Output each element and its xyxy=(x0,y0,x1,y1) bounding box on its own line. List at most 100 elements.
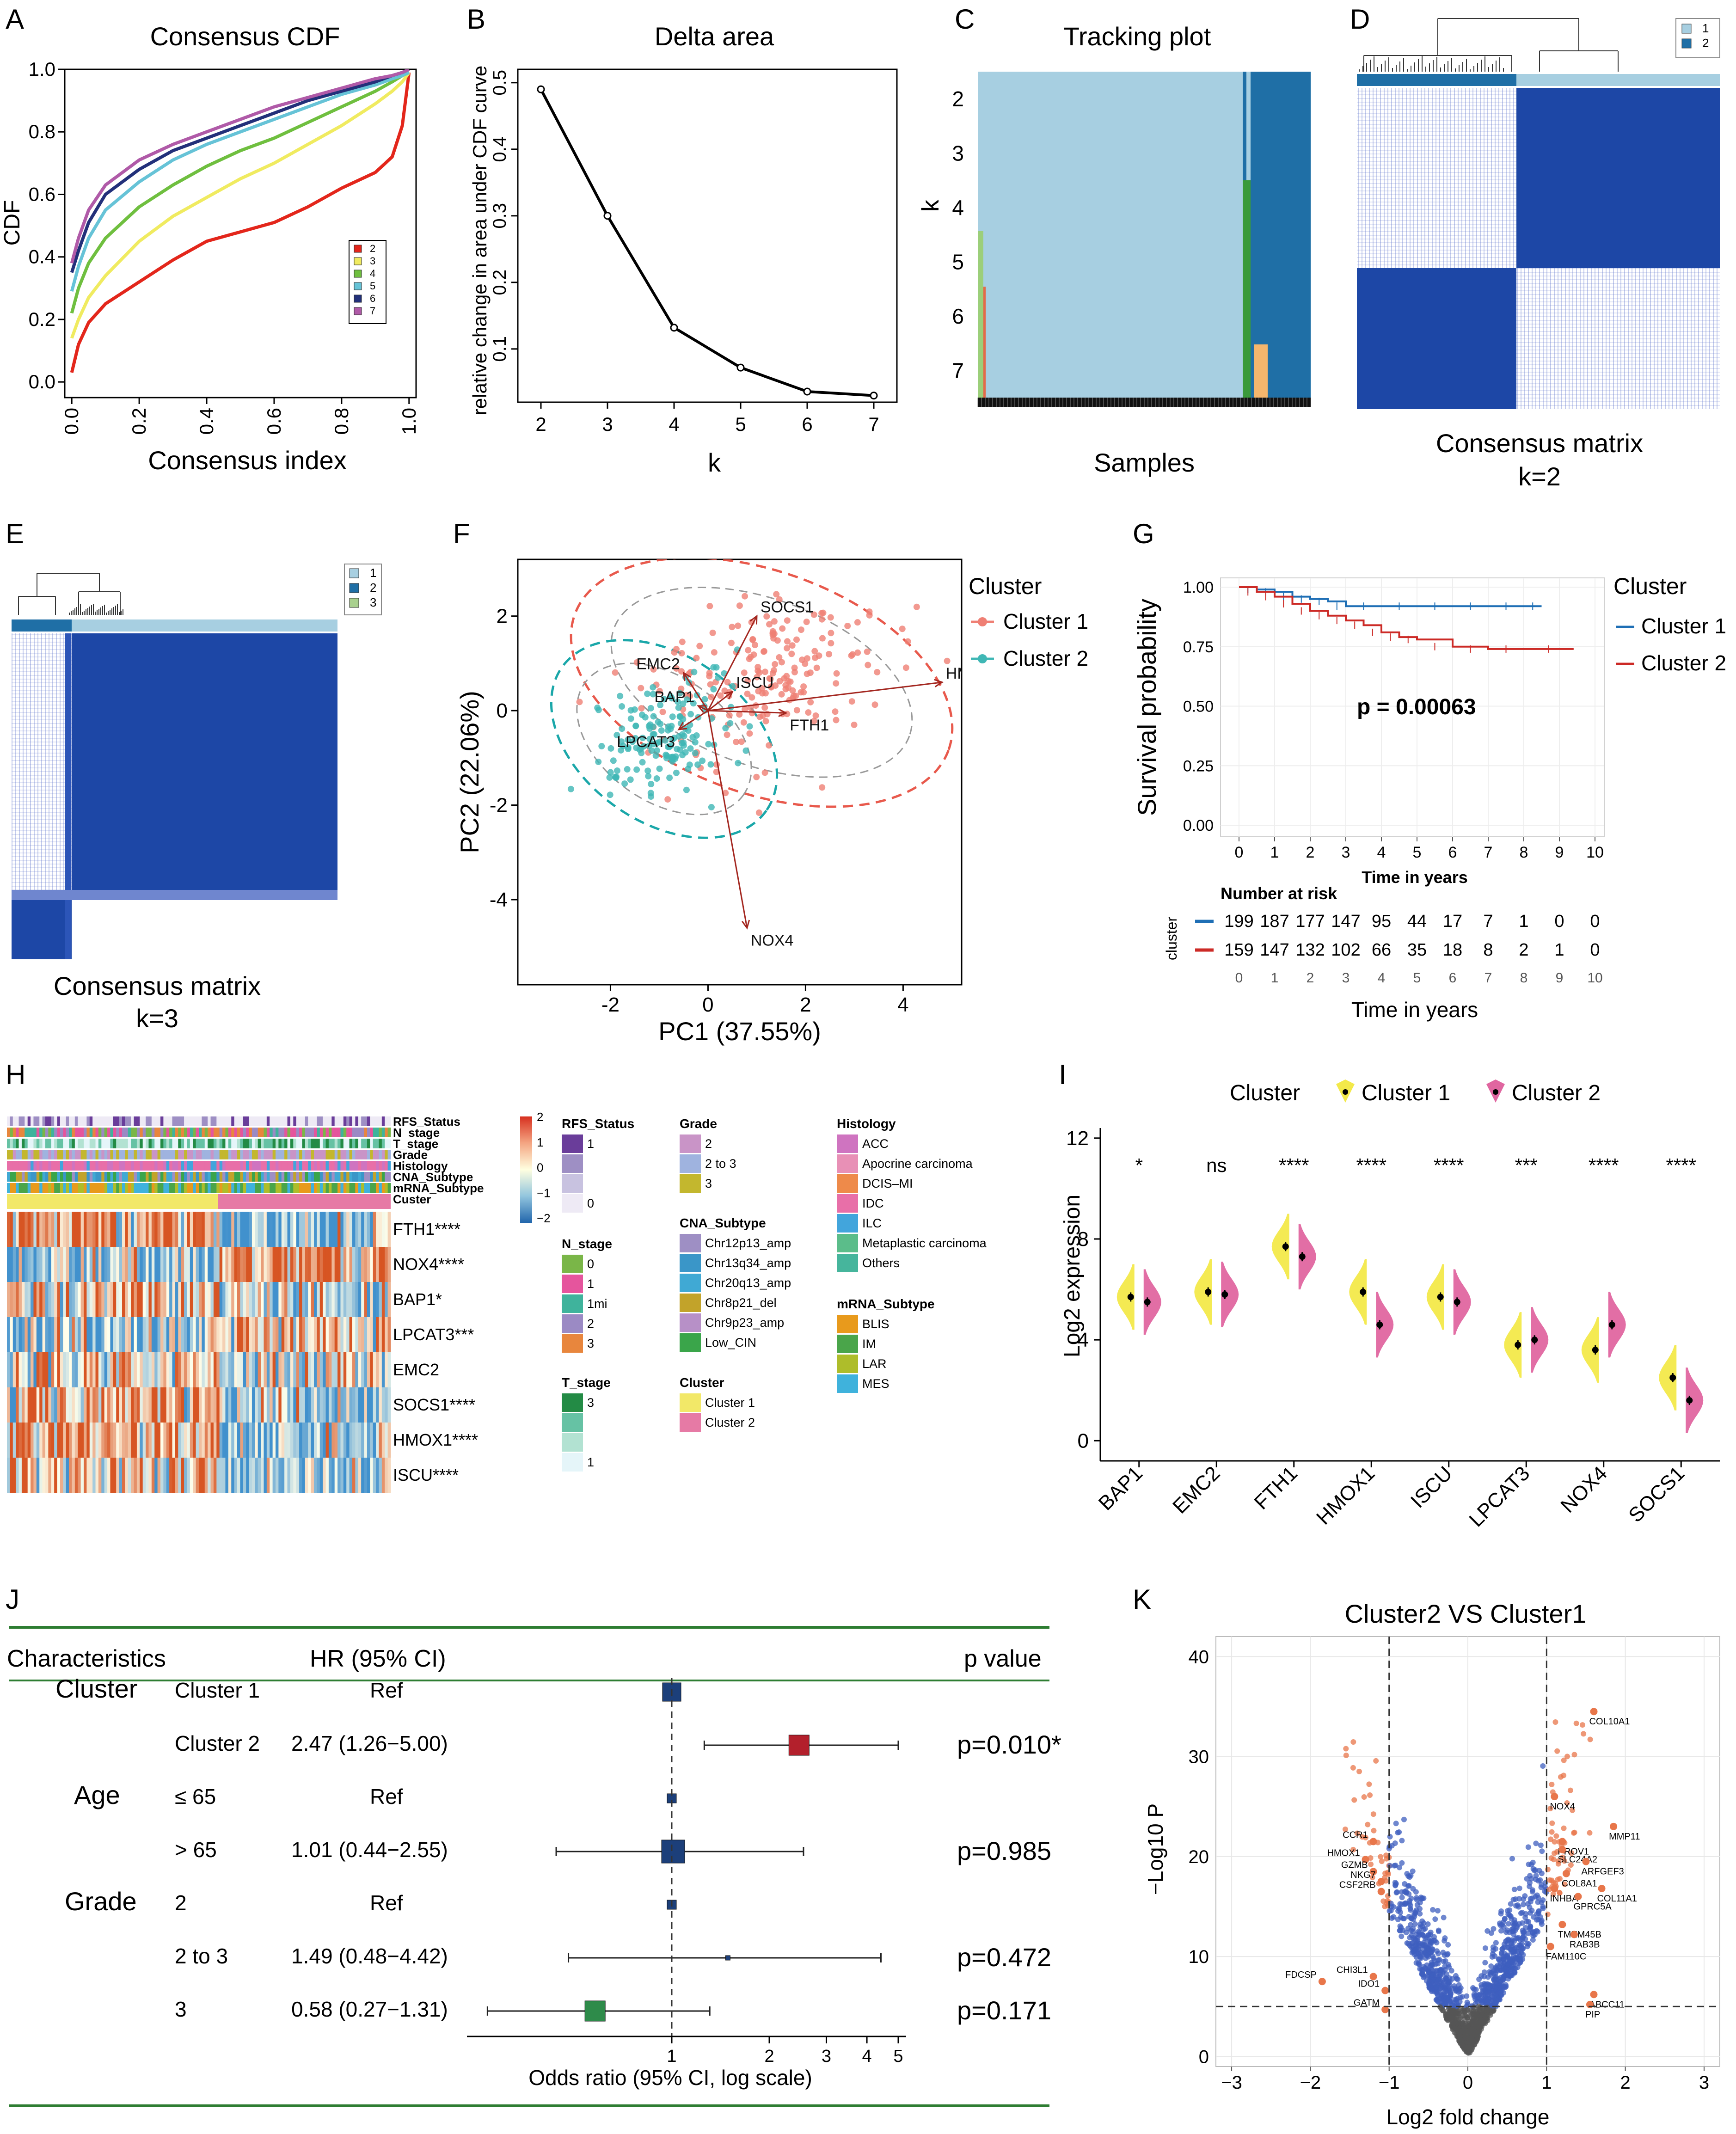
annotation-cell xyxy=(54,1139,58,1148)
volcano-point xyxy=(1459,2020,1465,2026)
risk-tick-label: 2 xyxy=(1307,970,1314,986)
gene-label: CHI3L1 xyxy=(1337,1965,1368,1975)
heat-cell xyxy=(154,1282,158,1317)
volcano-point xyxy=(1553,1833,1559,1839)
annotation-cell xyxy=(331,1128,335,1137)
annotation-cell xyxy=(42,1128,46,1137)
volcano-point xyxy=(1480,1988,1486,1994)
heat-cell xyxy=(387,1352,391,1387)
heat-cell xyxy=(261,1247,264,1282)
annotation-cell xyxy=(181,1128,184,1137)
volcano-point xyxy=(1542,1884,1548,1890)
heat-cell xyxy=(175,1387,178,1423)
heat-cell xyxy=(54,1247,58,1282)
volcano-point xyxy=(1444,1994,1450,2000)
legend-label: IM xyxy=(862,1337,876,1351)
y-tick-label: -4 xyxy=(490,889,508,911)
heat-cell xyxy=(160,1423,164,1458)
hr-text: 1.49 (0.48−4.42) xyxy=(291,1944,448,1968)
annotation-cell xyxy=(328,1150,332,1159)
highlight-point xyxy=(1562,1870,1570,1877)
legend-swatch xyxy=(349,583,359,593)
heat-cell xyxy=(264,1247,267,1282)
heat-cell xyxy=(113,1423,117,1458)
annotation-cell xyxy=(98,1128,102,1137)
heat-cell xyxy=(370,1317,374,1352)
delta-area-panel: Delta area 2 3 4 5 6 70.10.20.30.40.5 k relat… xyxy=(469,22,898,477)
heat-cell xyxy=(296,1423,300,1458)
highlight-point xyxy=(1570,1931,1578,1938)
heat-cell xyxy=(334,1352,338,1387)
volcano-point xyxy=(1406,1883,1412,1889)
loading-arrow-emc2 xyxy=(683,672,709,711)
cluster-2-point xyxy=(746,723,753,730)
annotation-cell xyxy=(311,1183,314,1193)
heat-cell xyxy=(95,1282,99,1317)
heat-cell xyxy=(222,1282,226,1317)
heat-cell xyxy=(305,1387,308,1423)
heat-cell xyxy=(187,1387,190,1423)
heat-cell xyxy=(140,1212,143,1247)
annotation-cell xyxy=(148,1116,152,1126)
k-label: 5 xyxy=(952,250,964,274)
annotation-cell xyxy=(340,1128,344,1137)
heat-cell xyxy=(122,1317,125,1352)
matrix-mid-cluster-row xyxy=(12,890,337,900)
annotation-cell xyxy=(270,1116,273,1126)
heat-cell xyxy=(340,1458,344,1493)
annotation-cell xyxy=(204,1139,208,1148)
cluster-2-point xyxy=(650,684,656,691)
annotation-cell xyxy=(325,1128,329,1137)
annotation-cell xyxy=(379,1172,382,1182)
heat-cell xyxy=(340,1352,344,1387)
significance-label: **** xyxy=(1279,1154,1309,1176)
annotation-cell xyxy=(80,1161,84,1171)
annotation-cell xyxy=(84,1150,87,1159)
annotation-cell xyxy=(148,1139,152,1148)
volcano-point xyxy=(1399,1933,1405,1939)
heat-cell xyxy=(202,1387,205,1423)
volcano-point xyxy=(1512,1921,1518,1927)
volcano-point xyxy=(1478,1973,1484,1979)
volcano-point xyxy=(1384,1856,1390,1862)
annotation-cell xyxy=(7,1183,10,1193)
legend-dot xyxy=(1493,1089,1498,1095)
annotation-cell xyxy=(213,1128,217,1137)
heat-cell xyxy=(358,1458,362,1493)
heat-cell xyxy=(31,1352,34,1387)
heat-cell xyxy=(343,1282,347,1317)
annotation-cell xyxy=(104,1150,108,1159)
volcano-point xyxy=(1447,1979,1453,1985)
annotation-cell xyxy=(296,1139,300,1148)
heat-cell xyxy=(308,1423,312,1458)
heat-cell xyxy=(293,1423,297,1458)
volcano-point xyxy=(1415,1946,1421,1952)
heat-cell xyxy=(154,1423,158,1458)
hr-text: 1.01 (0.44−2.55) xyxy=(291,1838,448,1862)
legend-label: Chr12p13_amp xyxy=(705,1236,791,1250)
heat-cell xyxy=(21,1282,25,1317)
heat-cell xyxy=(387,1387,391,1423)
annotation-cell xyxy=(113,1139,117,1148)
heat-cell xyxy=(328,1387,332,1423)
heat-cell xyxy=(25,1247,28,1282)
volcano-point xyxy=(1461,2008,1467,2014)
heat-cell xyxy=(27,1352,31,1387)
annotation-cell xyxy=(16,1172,19,1182)
heat-cell xyxy=(12,1247,16,1282)
annotation-cell xyxy=(290,1172,294,1182)
annotation-cell xyxy=(84,1172,87,1182)
cluster-1-point xyxy=(810,611,817,618)
legend-swatch xyxy=(354,270,362,278)
volcano-point xyxy=(1482,2017,1488,2023)
annotation-cell xyxy=(175,1183,178,1193)
heat-cell xyxy=(334,1282,338,1317)
annotation-cell xyxy=(325,1139,329,1148)
annotation-cell xyxy=(51,1161,55,1171)
annotation-cell xyxy=(25,1172,28,1182)
volcano-point xyxy=(1513,1935,1519,1941)
cluster-1-point xyxy=(679,638,686,645)
volcano-point xyxy=(1370,1811,1376,1817)
heat-cell xyxy=(281,1317,285,1352)
annotation-cell xyxy=(54,1128,58,1137)
